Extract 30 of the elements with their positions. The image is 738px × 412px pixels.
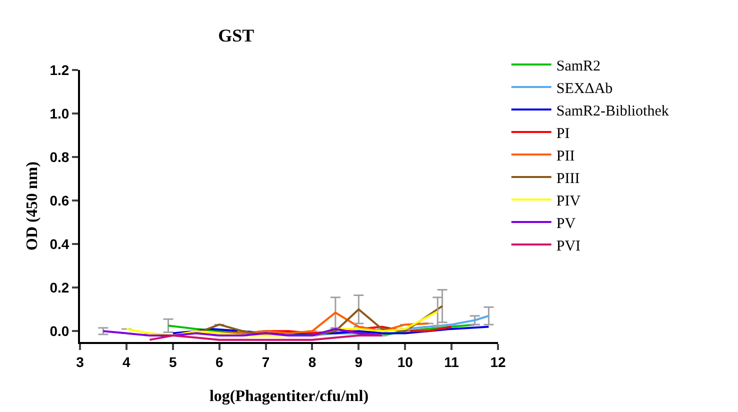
x-tick-label: 5 — [168, 354, 177, 370]
x-tick-label: 9 — [354, 354, 363, 370]
x-axis-title: log(Phagentiter/cfu/ml) — [209, 388, 369, 405]
y-tick-label: 1.0 — [50, 105, 70, 122]
y-tick-label: 1.2 — [50, 62, 70, 78]
x-tick-label: 7 — [262, 354, 270, 370]
x-tick-label: 4 — [122, 354, 131, 370]
y-tick-label: 0.8 — [50, 148, 70, 165]
legend-label: SamR2 — [556, 58, 601, 74]
x-tick-label: 6 — [215, 354, 224, 370]
y-tick-label: 0.2 — [50, 280, 70, 296]
y-tick-label: 0.6 — [50, 192, 70, 208]
x-tick-label: 11 — [444, 354, 460, 370]
legend-label: SamR2-Bibliothek — [556, 103, 670, 120]
x-tick-label: 12 — [490, 354, 506, 370]
y-tick-label: 0.0 — [50, 323, 70, 340]
chart-title: GST — [218, 25, 254, 46]
legend-label: SEXΔAb — [556, 80, 613, 97]
x-tick-label: 8 — [308, 354, 316, 370]
y-tick-label: 0.4 — [50, 236, 70, 252]
legend-label: PII — [556, 148, 575, 164]
legend-label: PV — [556, 216, 576, 232]
line-series — [172, 326, 490, 334]
y-axis-title: OD (450 nm) — [24, 162, 41, 250]
x-tick-label: 3 — [76, 354, 84, 370]
x-tick-label: 10 — [397, 354, 414, 370]
legend-label: PIV — [556, 193, 581, 210]
legend-label: PI — [556, 126, 570, 142]
legend-label: PVI — [556, 238, 581, 254]
legend-label: PIII — [556, 170, 580, 187]
